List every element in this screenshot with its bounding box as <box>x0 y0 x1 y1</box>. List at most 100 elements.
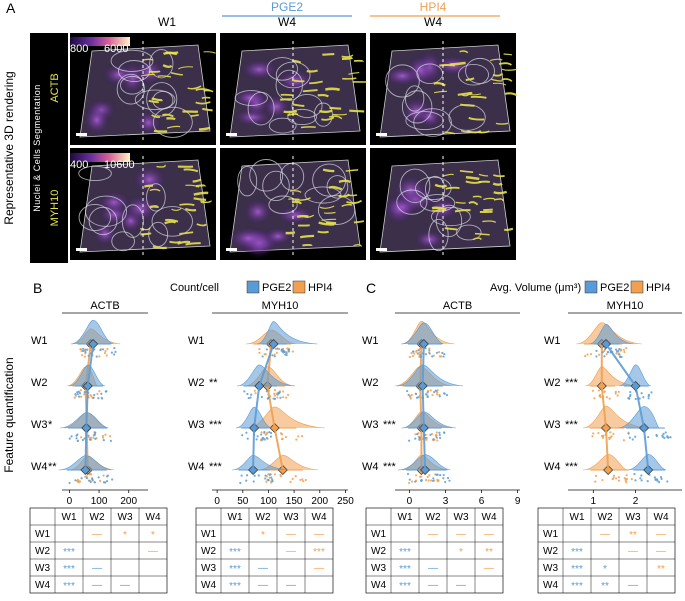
significance-mark: * <box>48 419 53 431</box>
week-label: W2 <box>31 377 48 389</box>
pge2-point <box>245 479 248 482</box>
table-header: W3 <box>454 512 469 523</box>
x-tick-label: 9 <box>515 496 521 507</box>
pge2-point <box>642 396 645 399</box>
significance-mark: *** <box>565 419 579 431</box>
pge2-point <box>78 392 82 395</box>
hpi4-point <box>301 478 304 481</box>
hpi4-point <box>610 435 613 438</box>
pge2-point <box>669 436 672 439</box>
pge2-trend-line <box>252 343 275 471</box>
hpi4-trend-line <box>266 343 284 471</box>
hpi4-point <box>410 393 413 397</box>
pge2-median <box>88 338 99 350</box>
pge2-point <box>270 476 273 479</box>
pge2-point <box>426 391 429 394</box>
hpi4-point <box>622 348 626 351</box>
hpi4-point <box>630 478 633 481</box>
pge2-density <box>397 364 464 387</box>
colorbar-myh10-min: 400 <box>70 159 88 171</box>
table-cell: * <box>603 564 607 575</box>
hpi4-point <box>426 475 429 479</box>
pge2-point <box>276 393 279 396</box>
hpi4-point <box>408 481 411 485</box>
pge2-density <box>68 364 106 387</box>
hpi4-point <box>76 478 80 481</box>
pge2-point <box>84 348 87 351</box>
table-cell: *** <box>63 581 75 592</box>
table-cell: — <box>286 546 296 557</box>
hpi4-point <box>286 347 289 350</box>
table-cell: — <box>314 529 324 540</box>
render-tile <box>370 33 518 145</box>
hpi4-point <box>99 479 102 482</box>
pge2-point <box>606 351 609 354</box>
hpi4-point <box>302 480 305 483</box>
table-cell: — <box>656 546 666 557</box>
pge2-point <box>87 479 91 482</box>
hpi4-point <box>96 392 99 395</box>
table-cell: — <box>92 563 102 574</box>
table-cell: * <box>261 530 265 541</box>
hpi4-point <box>439 355 443 358</box>
hpi4-point <box>424 478 428 482</box>
pge2-point <box>95 355 98 358</box>
col-label-3: W4 <box>424 15 442 29</box>
week-label: W4 <box>362 461 379 473</box>
pge2-point <box>419 355 422 359</box>
pge2-point <box>418 388 422 392</box>
hpi4-point <box>275 351 278 354</box>
hpi4-density <box>582 405 649 429</box>
hpi4-point <box>617 479 621 482</box>
hpi4-point <box>605 353 608 356</box>
hpi4-point <box>273 394 276 397</box>
hpi4-point <box>592 432 595 435</box>
pge2-point <box>94 437 97 440</box>
table-cell: — <box>92 580 102 591</box>
table-cell: *** <box>399 581 411 592</box>
pge2-point <box>282 351 285 354</box>
hpi4-point <box>273 473 277 476</box>
pge2-point <box>653 476 656 479</box>
pge2-point <box>435 473 438 476</box>
week-label: W3 <box>544 419 561 431</box>
table-cell: * <box>151 530 155 541</box>
table-row-label: W2 <box>201 546 216 557</box>
pge2-point <box>424 353 428 356</box>
hpi4-point <box>88 473 92 476</box>
pge2-point <box>287 348 291 351</box>
legend-b-pge2: PGE2 <box>262 282 291 294</box>
x-tick-label: 3 <box>443 496 449 507</box>
hpi4-point <box>428 347 431 350</box>
pge2-point <box>664 431 667 434</box>
legend-b-pge2-swatch <box>246 280 260 294</box>
pge2-point <box>271 354 274 357</box>
pge2-point <box>647 397 650 400</box>
hpi4-point <box>253 389 256 392</box>
pge2-point <box>659 475 663 479</box>
pge2-point <box>634 397 637 401</box>
hpi4-point <box>594 474 598 477</box>
pge2-point <box>276 347 279 350</box>
hpi4-point <box>304 478 307 482</box>
pge2-point <box>633 472 636 476</box>
pge2-point <box>634 435 637 438</box>
plot-title: MYH10 <box>262 300 299 312</box>
hpi4-point <box>258 347 261 351</box>
pge2-point <box>417 349 420 352</box>
pge2-point <box>240 474 243 477</box>
pge2-point <box>106 474 110 477</box>
pge2-point <box>287 350 291 353</box>
significance-mark: *** <box>565 377 579 389</box>
pge2-point <box>265 437 268 440</box>
pge2-point <box>99 348 102 352</box>
table-cell: *** <box>571 581 583 592</box>
hpi4-point <box>612 432 615 435</box>
pge2-point <box>442 473 445 477</box>
pge2-point <box>408 439 411 442</box>
hpi4-point <box>103 351 107 355</box>
hpi4-point <box>429 389 432 392</box>
legend-b-hpi4-swatch <box>292 280 306 294</box>
pge2-point <box>406 472 410 476</box>
pge2-point <box>595 349 598 352</box>
